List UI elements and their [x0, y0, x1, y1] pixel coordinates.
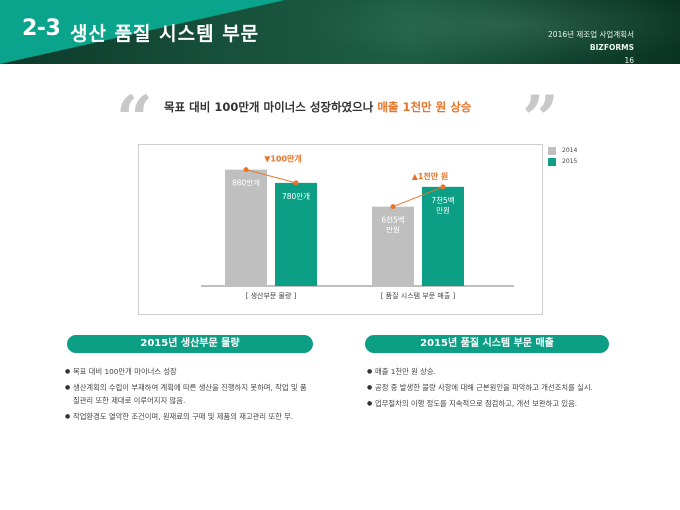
header-accent-wedge [0, 0, 285, 64]
slide-number: 2-3 [22, 16, 61, 41]
document-info: 2016년 제조업 사업계획서 BIZFORMS 16 [548, 28, 634, 64]
chart-legend: 2014 2015 [548, 145, 577, 167]
bar-2015-1 [422, 186, 464, 286]
trend-point [440, 184, 446, 190]
trend-point [293, 180, 299, 186]
section-title-production: 2015년 생산부문 물량 [67, 335, 313, 353]
data-label: 780만개 [282, 191, 310, 201]
production-bullet-list: 목표 대비 100만개 마이너스 성장 생산계획의 수립이 부재하여 계획에 따… [65, 365, 313, 426]
bar-2014-1 [372, 206, 414, 286]
slide-title: 생산 품질 시스템 부문 [70, 23, 260, 45]
page-number: 16 [624, 56, 634, 64]
headline-main: 목표 대비 100만개 마이너스 성장하였으나 [164, 100, 378, 114]
headline: 목표 대비 100만개 마이너스 성장하였으나 매출 1천만 원 상승 [164, 99, 471, 115]
trend-line [392, 186, 444, 208]
category-label: [ 품질 시스템 부문 매출 ] [381, 291, 456, 300]
legend-item-2015: 2015 [548, 156, 577, 167]
open-quote-icon: “ [116, 82, 153, 157]
bar-2015-0 [275, 182, 317, 286]
chart-frame: 880만개 780만개 ▼100만개 [ 생산부문 물량 ] 6천5백 만원 7천5백 만원 ▲… [138, 144, 543, 315]
trend-point [243, 167, 249, 173]
list-item: 목표 대비 100만개 마이너스 성장 [65, 365, 313, 378]
bar-chart: 880만개 780만개 ▼100만개 [ 생산부문 물량 ] 6천5백 만원 7천5백 만원 ▲… [201, 154, 514, 300]
document-title: 2016년 제조업 사업계획서 [548, 30, 634, 39]
change-annotation: ▲1천만 원 [412, 171, 449, 181]
slide-header: 2-3 생산 품질 시스템 부문 2016년 제조업 사업계획서 BIZFORM… [0, 0, 680, 64]
legend-swatch-2014 [548, 146, 556, 155]
change-annotation: ▼100만개 [264, 154, 302, 164]
data-label: 7천5백 만원 [431, 195, 454, 215]
trend-point [390, 204, 396, 210]
list-item: 생산계획의 수립이 부재하여 계획에 따른 생산을 진행하지 못하며, 작업 및… [65, 381, 313, 407]
legend-item-2014: 2014 [548, 145, 577, 156]
category-label: [ 생산부문 물량 ] [246, 291, 297, 300]
list-item: 작업환경도 열악한 조건이며, 원재료의 구매 및 제품의 재고관리 또한 무. [65, 410, 313, 423]
list-item: 매출 1천만 원 상승. [367, 365, 613, 378]
data-label: 880만개 [232, 178, 260, 188]
trend-line [245, 169, 297, 184]
data-label: 6천5백 만원 [381, 215, 404, 235]
list-item: 업무절차의 이행 정도를 지속적으로 점검하고, 개선 보완하고 있음. [367, 397, 613, 410]
legend-label-2015: 2015 [562, 158, 578, 165]
brand-name: BIZFORMS [589, 43, 634, 52]
bar-2014-0 [225, 169, 267, 286]
close-quote-icon: ” [522, 82, 559, 157]
quality-bullet-list: 매출 1천만 원 상승. 공정 중 발생한 불량 사항에 대해 근본원인을 파악… [367, 365, 613, 413]
section-title-quality: 2015년 품질 시스템 부문 매출 [365, 335, 609, 353]
headline-highlight: 매출 1천만 원 상승 [377, 100, 472, 114]
legend-swatch-2015 [548, 157, 556, 166]
list-item: 공정 중 발생한 불량 사항에 대해 근본원인을 파악하고 개선조치를 실시. [367, 381, 613, 394]
legend-label-2014: 2014 [562, 147, 578, 154]
